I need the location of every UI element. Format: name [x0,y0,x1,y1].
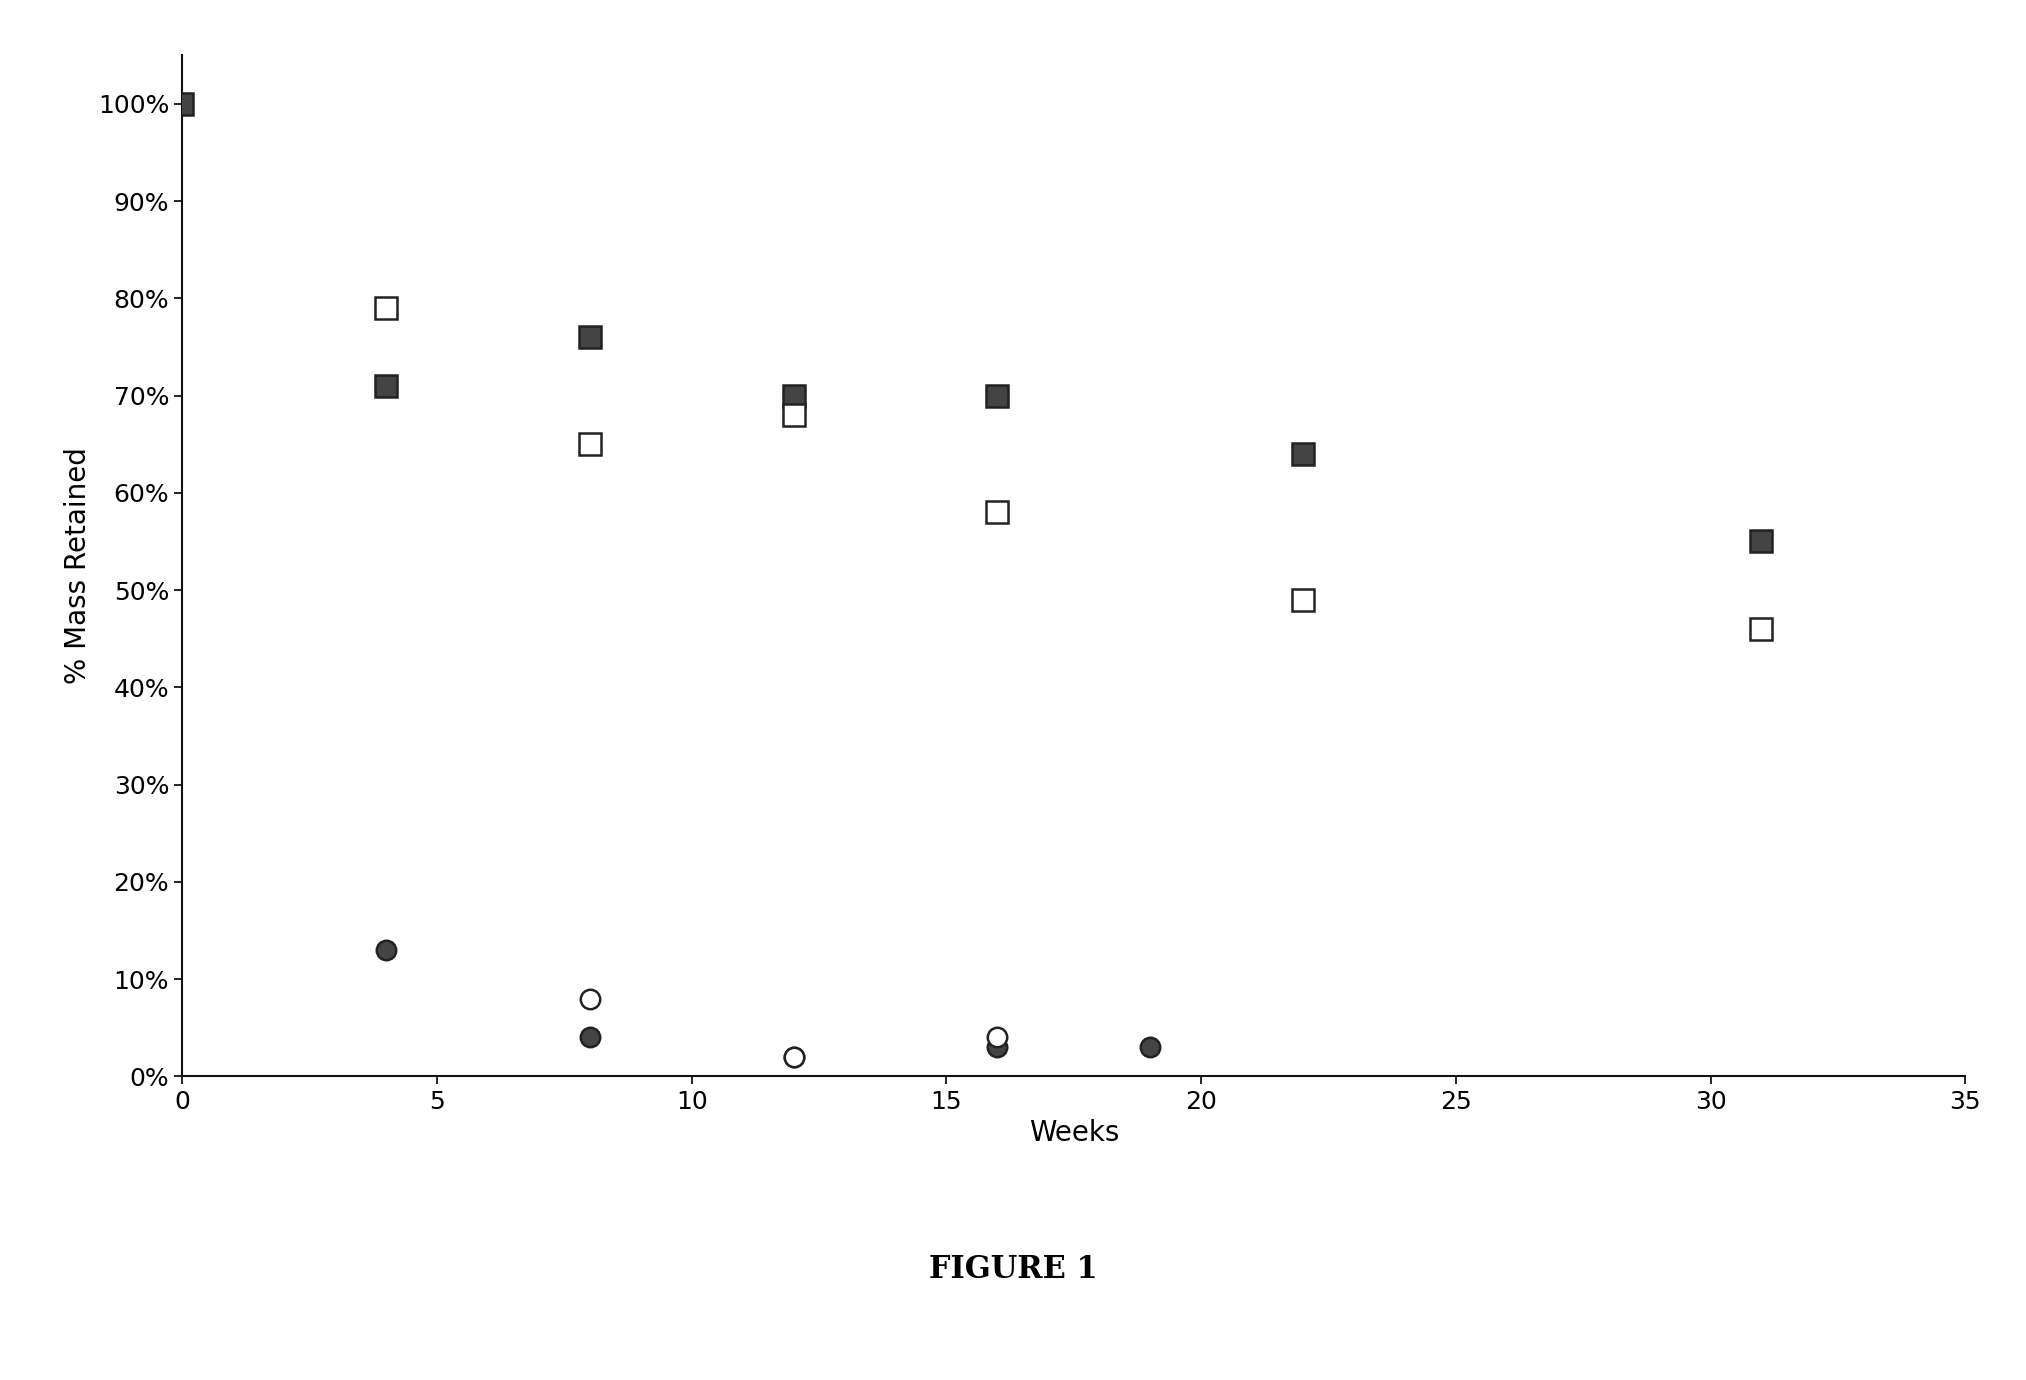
Y-axis label: % Mass Retained: % Mass Retained [65,447,93,684]
Text: FIGURE 1: FIGURE 1 [928,1254,1098,1285]
X-axis label: Weeks: Weeks [1029,1119,1118,1147]
